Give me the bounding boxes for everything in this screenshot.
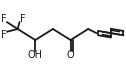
- Text: OH: OH: [28, 50, 43, 60]
- Text: F: F: [1, 14, 7, 24]
- Text: O: O: [67, 50, 74, 60]
- Text: F: F: [20, 14, 25, 24]
- Text: F: F: [1, 30, 7, 39]
